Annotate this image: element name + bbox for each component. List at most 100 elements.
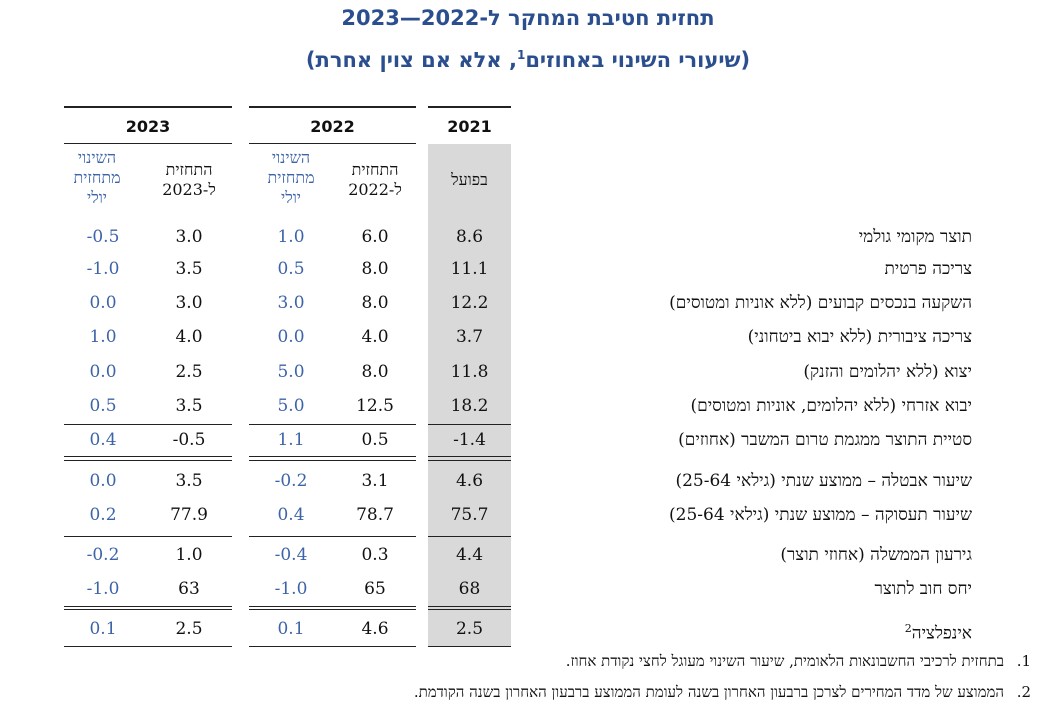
cell-v2021: 4.4 <box>455 545 484 565</box>
note-text: בתחזית לרכיבי החשבונאות הלאומית, שיעור ה… <box>565 652 1004 670</box>
subtitle-footnote-marker: 1 <box>516 48 526 62</box>
row-label-text: השקעה בנכסים קבועים (ללא אוניות ומטוסים) <box>669 293 972 313</box>
year-rule-2022 <box>249 143 416 144</box>
row-label-text: יבוא אזרחי (ללא יהלומים, אוניות ומטוסים) <box>690 396 972 416</box>
cell-c2023: 0.4 <box>89 430 117 450</box>
year-2021: 2021 <box>447 117 492 136</box>
cell-f2023: 4.0 <box>175 327 203 347</box>
row-label-text: גירעון הממשלה (אחוזי תוצר) <box>780 545 972 565</box>
header-line: התחזית <box>351 160 399 179</box>
cell-c2023: -1.0 <box>86 259 120 279</box>
row-label: סטיית התוצר ממגמת טרום המשבר (אחוזים) <box>678 430 972 450</box>
cell-c2023: 0.2 <box>89 505 117 525</box>
header-line: יולי <box>281 188 301 207</box>
gap <box>416 420 428 650</box>
cell-f2023: 1.0 <box>175 545 203 565</box>
cell-f2023: 63 <box>178 579 200 599</box>
header-actual-text: בפועל <box>451 170 488 189</box>
cell-v2021: 3.7 <box>455 327 484 347</box>
row-label-text: תוצר מקומי גולמי <box>858 227 972 247</box>
row-label-text: יחס חוב לתוצר <box>874 579 972 599</box>
row-label-text: אינפלציה <box>911 623 972 644</box>
cell-v2021: 12.2 <box>450 293 489 313</box>
page-subtitle: (שיעורי השינוי באחוזים1, אלא אם צוין אחר… <box>0 48 1056 72</box>
row-label: אינפלציה2 <box>905 619 972 644</box>
header-line: השינוי <box>77 148 117 167</box>
year-rule-2023 <box>64 143 232 144</box>
cell-c2023: -0.5 <box>86 227 120 247</box>
cell-v2021: 68 <box>458 579 481 599</box>
cell-c2023: 1.0 <box>89 327 117 347</box>
cell-c2022: 0.1 <box>277 619 305 639</box>
cell-f2023: 3.0 <box>175 227 203 247</box>
note-number: .2 <box>1016 683 1031 701</box>
cell-v2021: 11.1 <box>450 259 489 279</box>
cell-f2022: 78.7 <box>356 505 394 525</box>
cell-c2022: 1.0 <box>277 227 305 247</box>
row-label: שיעור תעסוקה – ממוצע שנתי (גילאי 25-64) <box>669 505 972 525</box>
cell-v2021: 18.2 <box>450 396 489 416</box>
year-2023: 2023 <box>125 117 171 136</box>
cell-f2022: 65 <box>364 579 386 599</box>
cell-f2022: 6.0 <box>361 227 389 247</box>
cell-c2023: 0.1 <box>89 619 117 639</box>
cell-c2023: -0.2 <box>86 545 120 565</box>
header-line: מתחזית <box>73 168 121 187</box>
row-label-text: שיעור אבטלה – ממוצע שנתי (גילאי 25-64) <box>675 471 972 491</box>
cell-v2021: -1.4 <box>453 430 486 450</box>
cell-c2022: 0.5 <box>277 259 305 279</box>
section-rule <box>64 456 511 457</box>
row-label-text: סטיית התוצר ממגמת טרום המשבר (אחוזים) <box>678 430 972 450</box>
cell-v2021: 11.8 <box>450 362 489 382</box>
year-2022: 2022 <box>310 117 355 136</box>
cell-c2022: 0.4 <box>277 505 305 525</box>
cell-f2022: 3.1 <box>361 471 389 491</box>
cell-f2023: 77.9 <box>170 505 208 525</box>
section-rule <box>64 536 511 537</box>
cell-v2021: 2.5 <box>455 619 484 639</box>
cell-f2022: 4.0 <box>361 327 389 347</box>
note-text: הממוצע של מדד המחירים לצרכן ברבעון האחרו… <box>413 683 1004 701</box>
header-line: השינוי <box>271 148 311 167</box>
cell-c2022: -0.2 <box>274 471 308 491</box>
cell-f2022: 0.3 <box>361 545 389 565</box>
row-label: השקעה בנכסים קבועים (ללא אוניות ומטוסים) <box>669 293 972 313</box>
cell-c2023: -1.0 <box>86 579 120 599</box>
header-rule-2023 <box>64 106 232 108</box>
header-line: ל-2022 <box>348 180 402 199</box>
cell-f2022: 8.0 <box>361 259 389 279</box>
cell-c2022: 1.1 <box>277 430 305 450</box>
row-label: צריכה ציבורית (ללא יבוא ביטחוני) <box>748 327 972 347</box>
row-label: תוצר מקומי גולמי <box>859 227 972 247</box>
cell-v2021: 8.6 <box>455 227 484 247</box>
gap <box>232 420 249 650</box>
row-label-text: צריכה ציבורית (ללא יבוא ביטחוני) <box>747 327 972 347</box>
cell-f2023: 2.5 <box>175 619 203 639</box>
header-line: ל-2023 <box>162 180 216 199</box>
cell-f2022: 4.6 <box>361 619 389 639</box>
row-label: גירעון הממשלה (אחוזי תוצר) <box>780 545 972 565</box>
row-label: יחס חוב לתוצר <box>874 579 972 599</box>
cell-c2022: 5.0 <box>277 362 305 382</box>
actual-column-shading <box>428 144 511 646</box>
header-change-2022: השינוי מתחזית יולי <box>246 148 336 208</box>
header-line: התחזית <box>165 160 213 179</box>
row-label: יצוא (ללא יהלומים והזנק) <box>803 362 972 382</box>
table-bottom-rule <box>64 646 511 647</box>
subtitle-text-end: , אלא אם צוין אחרת) <box>305 48 517 72</box>
row-label-text: יצוא (ללא יהלומים והזנק) <box>803 362 972 382</box>
footnote-marker: 2 <box>904 622 912 635</box>
cell-v2021: 4.6 <box>455 471 484 491</box>
row-label-text: שיעור תעסוקה – ממוצע שנתי (גילאי 25-64) <box>668 505 972 525</box>
header-actual: בפועל <box>428 170 511 190</box>
row-label-text: צריכה פרטית <box>884 259 972 279</box>
cell-c2023: 0.5 <box>89 396 117 416</box>
cell-f2023: 3.5 <box>175 471 203 491</box>
cell-f2023: 2.5 <box>175 362 203 382</box>
section-rule <box>64 609 511 610</box>
header-forecast-2022: התחזית ל-2022 <box>330 160 420 200</box>
cell-c2022: 0.0 <box>277 327 305 347</box>
page-title: תחזית חטיבת המחקר ל-2022—2023 <box>341 6 715 30</box>
header-line: מתחזית <box>267 168 315 187</box>
header-change-2023: השינוי מתחזית יולי <box>52 148 142 208</box>
